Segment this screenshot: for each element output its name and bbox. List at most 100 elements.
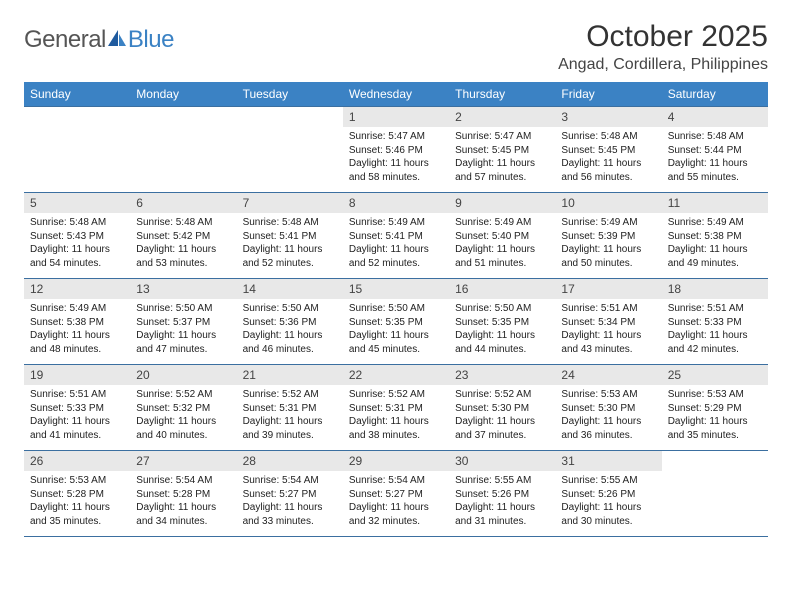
day-info: Sunrise: 5:52 AMSunset: 5:31 PMDaylight:… [343,385,449,446]
day-number: 28 [237,451,343,471]
day-info: Sunrise: 5:54 AMSunset: 5:28 PMDaylight:… [130,471,236,532]
calendar-week-row: 1Sunrise: 5:47 AMSunset: 5:46 PMDaylight… [24,107,768,193]
day-number: 26 [24,451,130,471]
calendar-day-cell: 18Sunrise: 5:51 AMSunset: 5:33 PMDayligh… [662,279,768,365]
day-info: Sunrise: 5:48 AMSunset: 5:44 PMDaylight:… [662,127,768,188]
day-info: Sunrise: 5:55 AMSunset: 5:26 PMDaylight:… [555,471,661,532]
day-info: Sunrise: 5:52 AMSunset: 5:31 PMDaylight:… [237,385,343,446]
logo-text-general: General [24,26,106,54]
calendar-day-cell: 20Sunrise: 5:52 AMSunset: 5:32 PMDayligh… [130,365,236,451]
day-info: Sunrise: 5:53 AMSunset: 5:28 PMDaylight:… [24,471,130,532]
calendar-week-row: 19Sunrise: 5:51 AMSunset: 5:33 PMDayligh… [24,365,768,451]
day-number: 20 [130,365,236,385]
logo-sail-icon [106,28,128,53]
day-info: Sunrise: 5:51 AMSunset: 5:33 PMDaylight:… [24,385,130,446]
calendar-day-cell: 26Sunrise: 5:53 AMSunset: 5:28 PMDayligh… [24,451,130,537]
day-number: 3 [555,107,661,127]
logo: General Blue [24,26,174,54]
day-number: 18 [662,279,768,299]
calendar-day-cell: 10Sunrise: 5:49 AMSunset: 5:39 PMDayligh… [555,193,661,279]
weekday-header: Sunday [24,82,130,107]
calendar-day-cell: 21Sunrise: 5:52 AMSunset: 5:31 PMDayligh… [237,365,343,451]
weekday-header: Thursday [449,82,555,107]
calendar-body: 1Sunrise: 5:47 AMSunset: 5:46 PMDaylight… [24,107,768,537]
day-number: 12 [24,279,130,299]
day-info: Sunrise: 5:48 AMSunset: 5:45 PMDaylight:… [555,127,661,188]
day-number: 22 [343,365,449,385]
calendar-day-cell [237,107,343,193]
day-number: 7 [237,193,343,213]
calendar-day-cell: 27Sunrise: 5:54 AMSunset: 5:28 PMDayligh… [130,451,236,537]
weekday-header: Monday [130,82,236,107]
day-info: Sunrise: 5:51 AMSunset: 5:34 PMDaylight:… [555,299,661,360]
day-number: 30 [449,451,555,471]
day-number: 16 [449,279,555,299]
day-info: Sunrise: 5:53 AMSunset: 5:30 PMDaylight:… [555,385,661,446]
day-number: 29 [343,451,449,471]
weekday-header: Wednesday [343,82,449,107]
calendar-day-cell: 31Sunrise: 5:55 AMSunset: 5:26 PMDayligh… [555,451,661,537]
calendar-day-cell: 8Sunrise: 5:49 AMSunset: 5:41 PMDaylight… [343,193,449,279]
calendar-day-cell: 2Sunrise: 5:47 AMSunset: 5:45 PMDaylight… [449,107,555,193]
day-number: 2 [449,107,555,127]
day-info: Sunrise: 5:55 AMSunset: 5:26 PMDaylight:… [449,471,555,532]
day-info: Sunrise: 5:49 AMSunset: 5:38 PMDaylight:… [24,299,130,360]
calendar-day-cell: 14Sunrise: 5:50 AMSunset: 5:36 PMDayligh… [237,279,343,365]
day-info: Sunrise: 5:53 AMSunset: 5:29 PMDaylight:… [662,385,768,446]
logo-text-blue: Blue [128,26,174,54]
day-info: Sunrise: 5:50 AMSunset: 5:35 PMDaylight:… [449,299,555,360]
day-number: 21 [237,365,343,385]
calendar-day-cell: 13Sunrise: 5:50 AMSunset: 5:37 PMDayligh… [130,279,236,365]
day-number: 6 [130,193,236,213]
day-info: Sunrise: 5:49 AMSunset: 5:41 PMDaylight:… [343,213,449,274]
calendar-table: Sunday Monday Tuesday Wednesday Thursday… [24,82,768,537]
header: General Blue October 2025 Angad, Cordill… [24,20,768,74]
day-number: 1 [343,107,449,127]
calendar-day-cell: 17Sunrise: 5:51 AMSunset: 5:34 PMDayligh… [555,279,661,365]
calendar-day-cell: 24Sunrise: 5:53 AMSunset: 5:30 PMDayligh… [555,365,661,451]
day-info: Sunrise: 5:54 AMSunset: 5:27 PMDaylight:… [237,471,343,532]
weekday-header: Saturday [662,82,768,107]
day-info: Sunrise: 5:50 AMSunset: 5:35 PMDaylight:… [343,299,449,360]
day-number: 25 [662,365,768,385]
title-block: October 2025 Angad, Cordillera, Philippi… [558,20,768,74]
calendar-day-cell: 16Sunrise: 5:50 AMSunset: 5:35 PMDayligh… [449,279,555,365]
calendar-day-cell: 9Sunrise: 5:49 AMSunset: 5:40 PMDaylight… [449,193,555,279]
calendar-day-cell: 15Sunrise: 5:50 AMSunset: 5:35 PMDayligh… [343,279,449,365]
calendar-day-cell: 22Sunrise: 5:52 AMSunset: 5:31 PMDayligh… [343,365,449,451]
day-number: 13 [130,279,236,299]
calendar-day-cell: 7Sunrise: 5:48 AMSunset: 5:41 PMDaylight… [237,193,343,279]
day-info: Sunrise: 5:54 AMSunset: 5:27 PMDaylight:… [343,471,449,532]
calendar-day-cell: 1Sunrise: 5:47 AMSunset: 5:46 PMDaylight… [343,107,449,193]
calendar-week-row: 5Sunrise: 5:48 AMSunset: 5:43 PMDaylight… [24,193,768,279]
calendar-day-cell [24,107,130,193]
day-number: 15 [343,279,449,299]
calendar-day-cell: 12Sunrise: 5:49 AMSunset: 5:38 PMDayligh… [24,279,130,365]
location: Angad, Cordillera, Philippines [558,56,768,74]
day-number: 14 [237,279,343,299]
calendar-day-cell: 19Sunrise: 5:51 AMSunset: 5:33 PMDayligh… [24,365,130,451]
day-info: Sunrise: 5:52 AMSunset: 5:32 PMDaylight:… [130,385,236,446]
calendar-day-cell [662,451,768,537]
day-info: Sunrise: 5:49 AMSunset: 5:39 PMDaylight:… [555,213,661,274]
day-number: 5 [24,193,130,213]
day-info: Sunrise: 5:47 AMSunset: 5:45 PMDaylight:… [449,127,555,188]
calendar-day-cell: 5Sunrise: 5:48 AMSunset: 5:43 PMDaylight… [24,193,130,279]
calendar-day-cell: 30Sunrise: 5:55 AMSunset: 5:26 PMDayligh… [449,451,555,537]
day-number: 11 [662,193,768,213]
day-number: 9 [449,193,555,213]
day-info: Sunrise: 5:48 AMSunset: 5:43 PMDaylight:… [24,213,130,274]
calendar-day-cell: 23Sunrise: 5:52 AMSunset: 5:30 PMDayligh… [449,365,555,451]
day-number: 24 [555,365,661,385]
day-info: Sunrise: 5:52 AMSunset: 5:30 PMDaylight:… [449,385,555,446]
day-number: 17 [555,279,661,299]
day-info: Sunrise: 5:50 AMSunset: 5:36 PMDaylight:… [237,299,343,360]
day-info: Sunrise: 5:47 AMSunset: 5:46 PMDaylight:… [343,127,449,188]
day-info: Sunrise: 5:50 AMSunset: 5:37 PMDaylight:… [130,299,236,360]
month-title: October 2025 [558,20,768,54]
calendar-day-cell: 28Sunrise: 5:54 AMSunset: 5:27 PMDayligh… [237,451,343,537]
weekday-header: Friday [555,82,661,107]
calendar-day-cell: 25Sunrise: 5:53 AMSunset: 5:29 PMDayligh… [662,365,768,451]
calendar-week-row: 12Sunrise: 5:49 AMSunset: 5:38 PMDayligh… [24,279,768,365]
day-number: 8 [343,193,449,213]
